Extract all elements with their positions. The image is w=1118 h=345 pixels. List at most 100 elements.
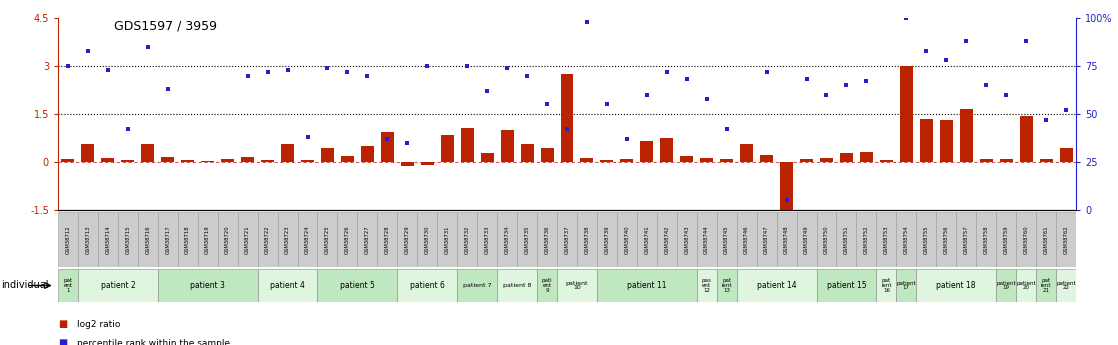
Point — [319, 65, 337, 71]
Bar — [597, 269, 697, 302]
Bar — [158, 212, 178, 267]
Point — [797, 77, 815, 82]
Text: patient 6: patient 6 — [410, 281, 445, 290]
Bar — [102, 158, 114, 162]
Bar — [1036, 269, 1057, 302]
Text: pat
ient
13: pat ient 13 — [721, 278, 732, 293]
Text: GSM38741: GSM38741 — [644, 225, 650, 254]
Point — [898, 15, 916, 21]
Point — [418, 63, 436, 69]
Text: GSM38725: GSM38725 — [325, 225, 330, 254]
Text: GSM38738: GSM38738 — [585, 225, 589, 254]
Bar — [318, 212, 338, 267]
Bar — [461, 128, 474, 162]
Bar — [341, 156, 354, 162]
Bar — [457, 269, 498, 302]
Bar — [577, 212, 597, 267]
Point — [618, 136, 636, 142]
Bar — [117, 212, 138, 267]
Bar — [720, 159, 733, 162]
Text: log2 ratio: log2 ratio — [77, 320, 121, 329]
Bar — [518, 212, 537, 267]
Text: patient 4: patient 4 — [271, 281, 305, 290]
Point — [100, 67, 117, 72]
Bar — [277, 212, 297, 267]
Point — [698, 96, 716, 101]
Point — [538, 102, 556, 107]
Bar — [1057, 269, 1076, 302]
Bar — [238, 212, 257, 267]
Text: GSM38718: GSM38718 — [186, 225, 190, 254]
Bar — [537, 212, 557, 267]
Bar — [1020, 116, 1033, 162]
Bar — [437, 212, 457, 267]
Text: patient
22: patient 22 — [1057, 281, 1076, 290]
Bar — [836, 212, 856, 267]
Text: GSM38740: GSM38740 — [624, 225, 629, 254]
Text: patient 14: patient 14 — [757, 281, 796, 290]
Bar — [697, 269, 717, 302]
Bar — [897, 212, 917, 267]
Text: percentile rank within the sample: percentile rank within the sample — [77, 339, 230, 345]
Point — [598, 102, 616, 107]
Bar — [381, 131, 394, 162]
Bar — [816, 269, 877, 302]
Point — [1038, 117, 1055, 122]
Text: GSM38752: GSM38752 — [864, 225, 869, 254]
Bar — [580, 158, 594, 162]
Point — [59, 63, 77, 69]
Bar — [481, 153, 494, 162]
Bar — [740, 145, 754, 162]
Text: GSM38721: GSM38721 — [245, 225, 250, 254]
Bar — [98, 212, 117, 267]
Point — [458, 63, 476, 69]
Text: GSM38723: GSM38723 — [285, 225, 290, 254]
Text: GSM38760: GSM38760 — [1024, 225, 1029, 254]
Bar — [917, 212, 936, 267]
Text: GSM38715: GSM38715 — [125, 225, 131, 254]
Text: GSM38757: GSM38757 — [964, 225, 968, 254]
Bar — [816, 212, 836, 267]
Bar — [321, 148, 334, 162]
Bar — [757, 212, 777, 267]
Bar — [397, 212, 417, 267]
Text: pas
ent
12: pas ent 12 — [702, 278, 712, 293]
Bar — [600, 160, 614, 162]
Text: GSM38754: GSM38754 — [903, 225, 909, 254]
Text: GSM38717: GSM38717 — [165, 225, 170, 254]
Text: pat
ent
1: pat ent 1 — [64, 278, 73, 293]
Bar — [498, 212, 518, 267]
Bar — [358, 212, 378, 267]
Text: GSM38761: GSM38761 — [1043, 225, 1049, 254]
Bar — [617, 212, 637, 267]
Bar — [1060, 148, 1072, 162]
Bar — [161, 157, 174, 162]
Bar — [338, 212, 358, 267]
Bar — [540, 148, 553, 162]
Bar — [880, 160, 893, 162]
Bar — [361, 146, 373, 162]
Point — [398, 140, 416, 146]
Bar — [840, 153, 853, 162]
Text: GSM38749: GSM38749 — [804, 225, 809, 254]
Point — [159, 86, 177, 92]
Point — [758, 69, 776, 75]
Text: GSM38758: GSM38758 — [984, 225, 988, 254]
Point — [1017, 38, 1035, 44]
Bar — [122, 160, 134, 162]
Point — [1058, 107, 1076, 113]
Bar — [221, 159, 234, 162]
Text: GSM38714: GSM38714 — [105, 225, 111, 254]
Bar — [979, 159, 993, 162]
Bar — [501, 130, 513, 162]
Bar — [1036, 212, 1057, 267]
Text: GSM38716: GSM38716 — [145, 225, 150, 254]
Point — [79, 48, 97, 53]
Text: GSM38731: GSM38731 — [445, 225, 449, 254]
Bar — [1057, 212, 1076, 267]
Bar — [780, 162, 793, 210]
Bar — [557, 212, 577, 267]
Text: GSM38762: GSM38762 — [1063, 225, 1069, 254]
Bar — [777, 212, 796, 267]
Text: GSM38733: GSM38733 — [485, 225, 490, 254]
